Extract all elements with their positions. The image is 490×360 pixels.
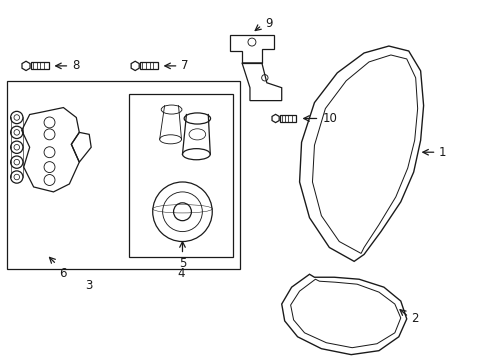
Bar (129, 94, 233, 257)
Text: 6: 6 (59, 267, 67, 280)
Text: 3: 3 (85, 279, 93, 292)
Text: 5: 5 (179, 257, 186, 270)
Bar (7, 81, 240, 269)
Text: 2: 2 (411, 312, 418, 325)
Text: 1: 1 (439, 146, 446, 159)
Text: 7: 7 (181, 59, 189, 72)
Text: 4: 4 (177, 267, 185, 280)
Text: 9: 9 (265, 17, 272, 30)
Text: 8: 8 (73, 59, 80, 72)
Text: 10: 10 (322, 112, 337, 125)
